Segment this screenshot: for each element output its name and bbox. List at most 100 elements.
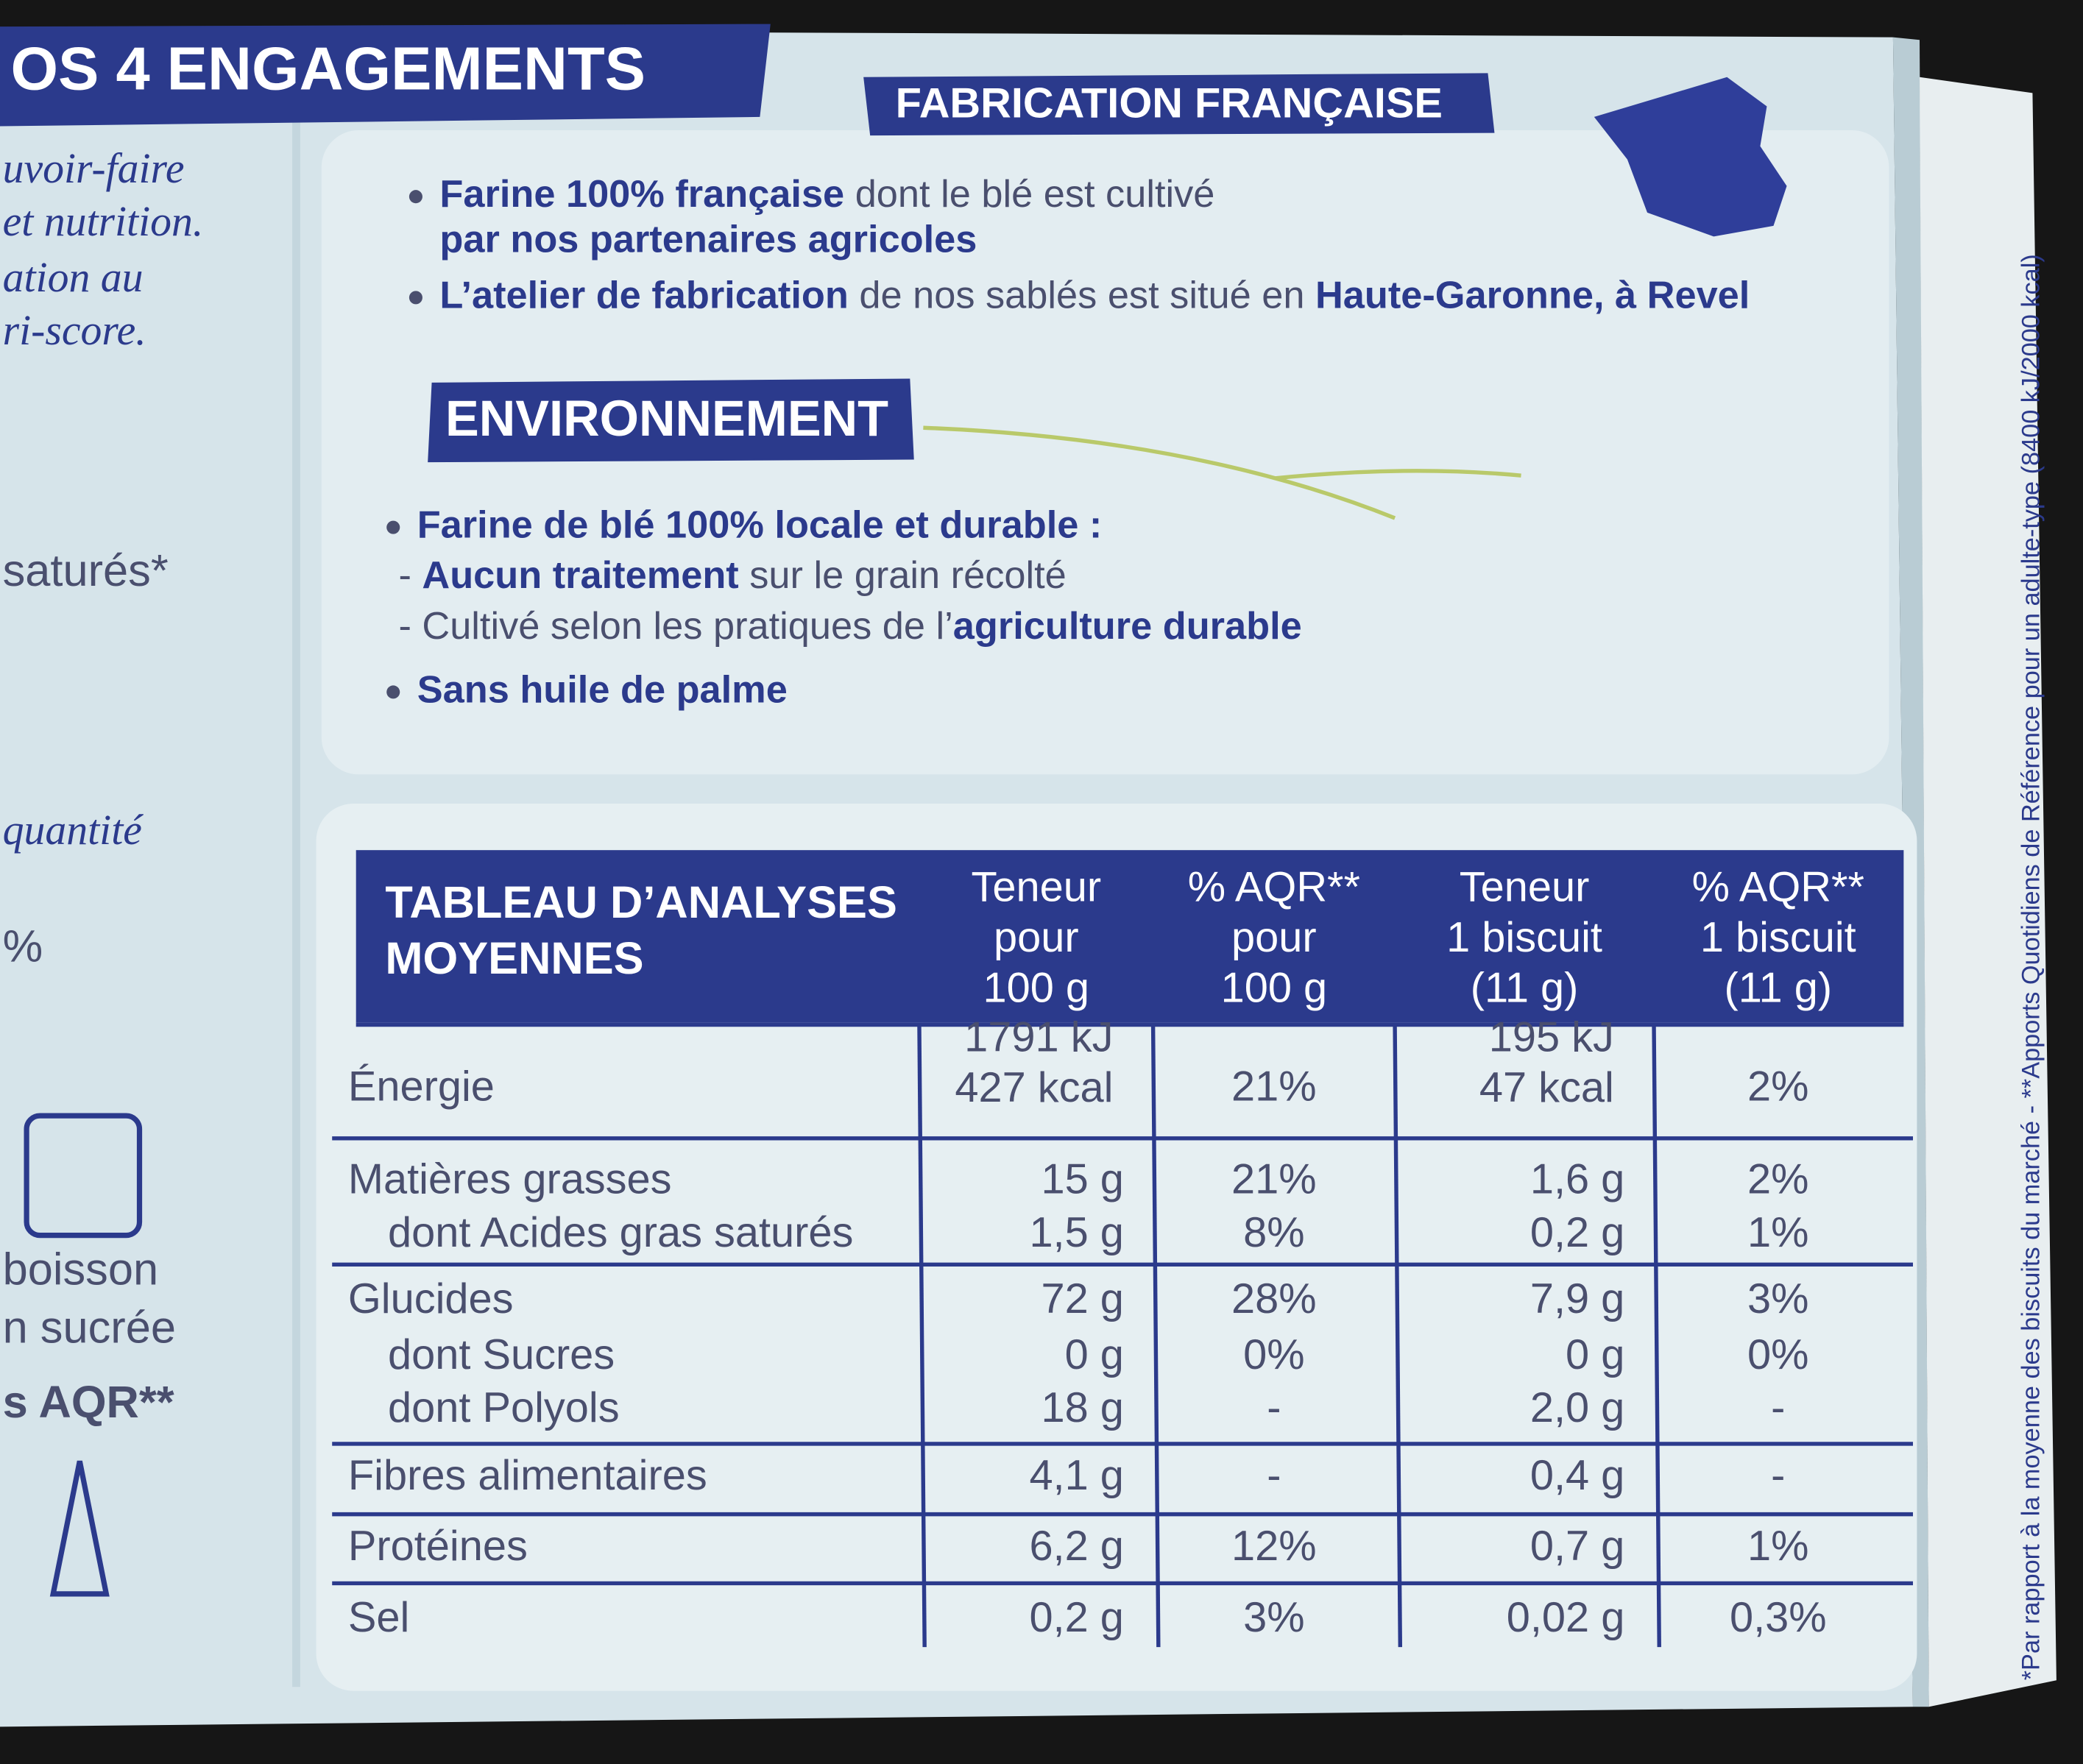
cell-value: 195 kJ [1489,1014,1614,1061]
side-note: *Par rapport à la moyenne des biscuits d… [2017,254,2045,1680]
row-label: dont Polyols [388,1384,620,1431]
cell-value: 8% [1243,1209,1304,1256]
row-label: Glucides [348,1275,514,1322]
cell-value: 0,4 g [1530,1452,1624,1499]
bullet-line: Farine 100% française dont le blé est cu… [439,173,1214,216]
column-rule [1652,1025,1661,1648]
left-fragment: uvoir-faire [3,146,185,192]
windmill-icon [49,1460,110,1597]
title-band [0,24,771,127]
left-fragment: ation au [3,255,144,301]
bullet-dot [386,520,400,534]
text-segment: L’atelier de fabrication [439,274,848,316]
table-header-cell: (11 g) [1724,965,1832,1012]
row-label: Sel [348,1594,409,1641]
row-label: Fibres alimentaires [348,1452,707,1499]
text-segment: - Cultivé selon les pratiques de l’ [398,605,952,648]
cell-value: 18 g [1041,1384,1123,1431]
cell-value: - [1267,1384,1281,1431]
text-segment: sur le grain récolté [739,554,1067,597]
cell-value: 4,1 g [1029,1452,1123,1499]
table-header-cell: 1 biscuit [1446,914,1602,961]
cell-value: 427 kcal [955,1064,1113,1111]
table-header-title: TABLEAU D’ANALYSES [385,877,896,928]
content: uvoir-faire et nutrition. ation au ri-score… [3,80,1913,1648]
text-segment: Farine de blé 100% locale et durable : [417,503,1103,546]
bullet-line: par nos partenaires agricoles [439,218,977,261]
table-header-cell: % AQR** [1692,864,1864,911]
cell-value: 21% [1231,1063,1317,1110]
table-header-cell: Teneur [1460,864,1590,911]
cell-value: - [1771,1452,1785,1499]
cell-value: 21% [1231,1156,1317,1203]
text-segment: agriculture durable [953,605,1302,648]
bullet-line: Sans huile de palme [417,668,788,711]
table-header-rule [356,1022,1904,1027]
side-strip [1920,77,2057,1707]
left-fragment: % [3,921,43,972]
table-header-cell: 100 g [983,965,1090,1012]
cell-value: 0 g [1566,1331,1624,1378]
cell-value: 1% [1747,1523,1808,1570]
cell-value: 0,7 g [1530,1523,1624,1570]
bullet-dot [409,190,422,204]
cell-value: 1791 kJ [964,1014,1113,1061]
text-segment: Sans huile de palme [417,668,788,711]
left-fragment: saturés* [3,545,169,596]
cell-value: 15 g [1041,1156,1123,1203]
cell-value: 28% [1231,1275,1317,1322]
fabrication-heading: FABRICATION FRANÇAISE [896,80,1443,127]
cell-value: 47 kcal [1479,1064,1614,1111]
cell-value: 2,0 g [1530,1384,1624,1431]
bullet-dot [386,685,400,699]
column-rule [1393,1025,1403,1648]
cell-value: 0,02 g [1507,1594,1625,1641]
cell-value: 2% [1747,1156,1808,1203]
row-label: dont Acides gras saturés [388,1209,853,1256]
cell-value: 0% [1747,1331,1808,1378]
cell-value: 3% [1243,1594,1304,1641]
bullet-dot [409,291,422,305]
cell-value: 1% [1747,1209,1808,1256]
text-segment: par nos partenaires agricoles [439,218,977,261]
cell-value: - [1267,1452,1281,1499]
table-header-cell: 1 biscuit [1700,914,1856,961]
bullet-line: Farine de blé 100% locale et durable : [417,503,1103,546]
mug-icon [24,1113,143,1239]
fabrication-band [863,73,1495,136]
cell-value: 1,6 g [1530,1156,1624,1203]
cell-value: 0,2 g [1530,1209,1624,1256]
text-segment: de nos sablés est situé en [849,274,1315,316]
table-header-cell: 100 g [1221,965,1328,1012]
cell-value: - [1771,1384,1785,1431]
text-segment: Aucun traitement [422,554,738,597]
field-lines [923,425,1521,520]
divider [292,119,300,1687]
row-label: Énergie [348,1063,495,1110]
table-header-band [356,850,1904,1023]
france-map [1594,77,1787,237]
row-label: Matières grasses [348,1156,672,1203]
info-panel [321,130,1889,775]
table-header-cell: pour [994,914,1079,961]
bullet-line: - Aucun traitement sur le grain récolté [398,554,1066,597]
table-header-title: MOYENNES [385,933,643,984]
table-header-cell: (11 g) [1471,965,1579,1012]
text-segment: - [398,554,422,597]
environment-band [428,378,914,463]
left-fragment: s AQR** [3,1377,174,1428]
cell-value: 2% [1747,1063,1808,1110]
table-header-cell: pour [1231,914,1317,961]
cell-value: 0,3% [1730,1594,1827,1641]
left-fragment: boisson [3,1244,159,1294]
table-header-cell: % AQR** [1188,864,1360,911]
left-fragment: n sucrée [3,1303,176,1353]
cell-value: 0% [1243,1331,1304,1378]
bullet-line: L’atelier de fabrication de nos sablés e… [439,274,1750,316]
cell-value: 6,2 g [1029,1523,1123,1570]
bullet-line: - Cultivé selon les pratiques de l’agric… [398,605,1301,648]
text-segment: Haute-Garonne, à Revel [1315,274,1750,316]
table-header-cell: Teneur [971,864,1101,911]
cell-value: 72 g [1041,1275,1123,1322]
